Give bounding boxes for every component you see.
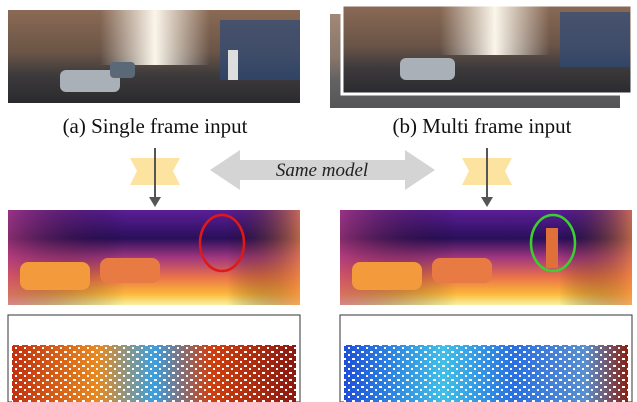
caption: (a) Single frame input	[63, 114, 248, 138]
depth-map	[8, 210, 300, 305]
arrow-down	[130, 148, 180, 207]
error-map	[339, 314, 633, 402]
multi-frame-photo	[330, 3, 634, 108]
depth-map	[340, 210, 632, 305]
double-arrow	[210, 150, 435, 190]
single-frame-photo	[8, 10, 300, 103]
model-label: Same model	[276, 160, 368, 181]
error-map	[7, 314, 301, 402]
arrow-down	[462, 148, 512, 207]
caption: (b) Multi frame input	[392, 114, 571, 138]
